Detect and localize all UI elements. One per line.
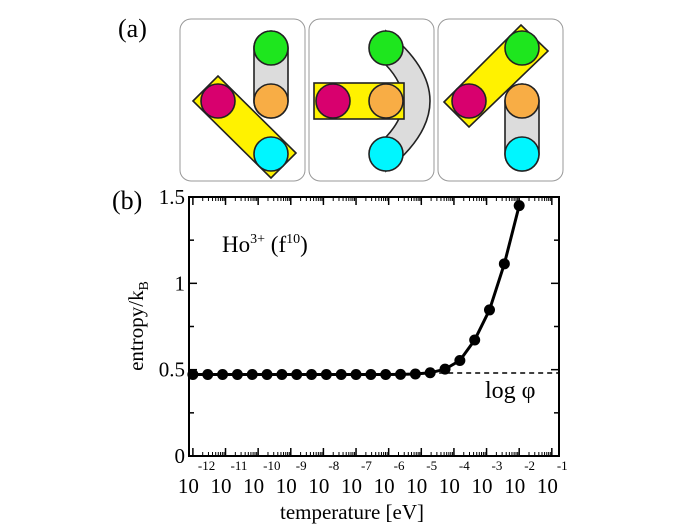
data-point — [306, 369, 318, 381]
x-tick-base: 10 — [374, 474, 395, 498]
data-point — [350, 369, 362, 381]
orange-site — [504, 83, 540, 119]
green-site — [504, 30, 540, 66]
x-tick-exponent: -4 — [459, 458, 470, 473]
cyan-site — [504, 136, 540, 172]
x-tick-exponent: -6 — [394, 458, 405, 473]
data-point — [365, 369, 377, 381]
x-tick-exponent: -7 — [361, 458, 372, 473]
chart-annotation: Ho3+ (f10) — [222, 232, 308, 257]
x-tick-exponent: -2 — [524, 458, 535, 473]
data-point — [187, 369, 199, 381]
x-tick-base: 10 — [406, 474, 427, 498]
x-tick-base: 10 — [276, 474, 297, 498]
data-point — [424, 367, 436, 379]
x-tick-exponent: -9 — [296, 458, 307, 473]
data-point — [513, 200, 525, 212]
data-point — [498, 258, 510, 270]
data-point — [454, 355, 466, 367]
x-tick-exponent: -1 — [557, 458, 568, 473]
data-point — [291, 369, 303, 381]
data-point — [469, 334, 481, 346]
data-point — [395, 368, 407, 380]
panel-a-label: (a) — [118, 14, 147, 43]
x-tick-exponent: -12 — [198, 458, 215, 473]
cyan-site — [253, 136, 289, 172]
y-tick-label: 1 — [175, 271, 186, 295]
data-point — [261, 369, 273, 381]
data-point — [483, 304, 495, 316]
data-point — [380, 369, 392, 381]
data-point — [439, 363, 451, 375]
x-tick-base: 10 — [178, 474, 199, 498]
orange-site — [368, 83, 404, 119]
magenta-site — [315, 83, 351, 119]
x-tick-base: 10 — [472, 474, 493, 498]
y-tick-label: 0 — [175, 444, 186, 468]
data-point — [217, 369, 229, 381]
data-point — [246, 369, 258, 381]
data-point — [276, 369, 288, 381]
magenta-site — [451, 83, 487, 119]
x-tick-base: 10 — [537, 474, 558, 498]
y-tick-label: 1.5 — [159, 185, 185, 209]
x-tick-exponent: -5 — [426, 458, 437, 473]
data-point — [335, 369, 347, 381]
x-tick-exponent: -8 — [328, 458, 339, 473]
x-tick-base: 10 — [243, 474, 264, 498]
x-tick-base: 10 — [308, 474, 329, 498]
x-tick-exponent: -11 — [231, 458, 248, 473]
x-tick-base: 10 — [439, 474, 460, 498]
data-point — [320, 369, 332, 381]
x-tick-exponent: -3 — [492, 458, 503, 473]
panel-a-diagrams — [179, 18, 564, 182]
panel-b-label: (b) — [112, 186, 143, 215]
reference-label: log φ — [485, 378, 536, 404]
x-axis-label: temperature [eV] — [280, 500, 424, 524]
x-tick-base: 10 — [341, 474, 362, 498]
x-tick-base: 10 — [211, 474, 232, 498]
data-point — [409, 368, 421, 380]
data-point — [231, 369, 243, 381]
x-tick-exponent: -10 — [263, 458, 280, 473]
cyan-site — [368, 136, 404, 172]
orange-site — [253, 83, 289, 119]
green-site — [253, 30, 289, 66]
magenta-site — [200, 83, 236, 119]
series-line — [192, 205, 521, 377]
green-site — [368, 30, 404, 66]
y-tick-label: 0.5 — [159, 358, 185, 382]
y-axis-label: entropy/kB — [124, 281, 152, 371]
data-point — [202, 369, 214, 381]
x-tick-base: 10 — [504, 474, 525, 498]
